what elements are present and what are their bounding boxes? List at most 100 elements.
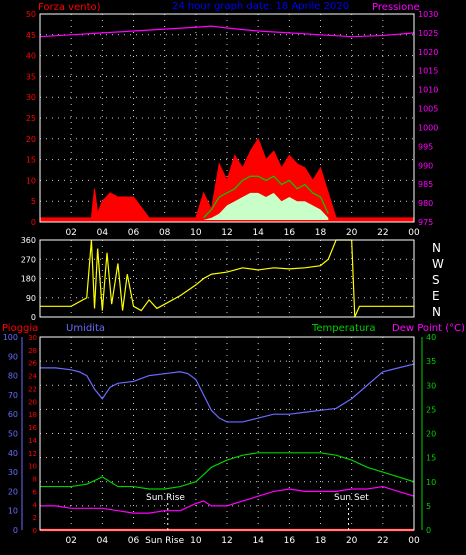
humidity-tick-label: 0 bbox=[13, 526, 18, 535]
bottom-tick-label: 16 bbox=[284, 536, 296, 546]
rain-tick-label: 30 bbox=[28, 334, 37, 342]
wind-tick-label: 20 bbox=[26, 135, 36, 144]
bottom-tick-label: 20 bbox=[346, 536, 358, 546]
rain-tick-label: 14 bbox=[28, 437, 37, 445]
wind-tick-label: 16 bbox=[284, 228, 296, 238]
pressure-tick-label: 990 bbox=[418, 161, 433, 170]
pressure-tick-label: 1025 bbox=[418, 29, 438, 38]
humidity-tick-label: 50 bbox=[8, 430, 18, 439]
rain-tick-label: 6 bbox=[33, 488, 38, 496]
compass-e: E bbox=[432, 289, 440, 303]
wind-tick-label: 04 bbox=[97, 228, 109, 238]
rain-tick-label: 8 bbox=[33, 476, 37, 484]
humidity-tick-label: 40 bbox=[8, 449, 18, 458]
wind-tick-label: 10 bbox=[26, 176, 36, 185]
rain-tick-label: 0 bbox=[33, 527, 37, 535]
dewpoint-line bbox=[40, 485, 415, 514]
rain-tick-label: 16 bbox=[28, 424, 37, 432]
humidity-tick-label: 30 bbox=[8, 468, 18, 477]
temperature-tick-label: 0 bbox=[426, 526, 431, 535]
direction-tick-label: 180 bbox=[21, 275, 36, 284]
pressure-tick-label: 1005 bbox=[418, 105, 438, 114]
pressure-line bbox=[39, 25, 415, 38]
direction-tick-label: 90 bbox=[26, 294, 36, 303]
humidity-tick-label: 20 bbox=[8, 487, 18, 496]
wind-tick-label: 50 bbox=[26, 10, 36, 19]
wind-tick-label: 10 bbox=[190, 228, 202, 238]
bottom-tick-label: 22 bbox=[377, 536, 388, 546]
sunrise-label: Sun Rise bbox=[146, 493, 185, 503]
temperature-tick-label: 25 bbox=[426, 405, 436, 414]
wind-tick-label: 25 bbox=[26, 114, 36, 123]
wind-tick-label: 02 bbox=[65, 228, 76, 238]
rain-tick-label: 28 bbox=[28, 347, 37, 355]
rain-tick-label: 2 bbox=[33, 514, 37, 522]
wind-tick-label: 00 bbox=[408, 228, 420, 238]
wind-tick-label: 14 bbox=[252, 228, 264, 238]
bottom-tick-label: 14 bbox=[252, 536, 264, 546]
humidity-tick-label: 70 bbox=[8, 391, 18, 400]
pressure-tick-label: 995 bbox=[418, 142, 433, 151]
wind-tick-label: 15 bbox=[26, 156, 36, 165]
humidity-tick-label: 90 bbox=[8, 352, 18, 361]
humidity-tick-label: 100 bbox=[3, 333, 18, 342]
chart-title: 24 hour graph date: 18 Aprile 2020 bbox=[172, 1, 349, 12]
wind-tick-label: 35 bbox=[26, 72, 36, 81]
pressure-tick-label: 1010 bbox=[418, 86, 438, 95]
direction-tick-label: 270 bbox=[21, 255, 36, 264]
wind-average-area bbox=[203, 192, 329, 222]
rain-tick-label: 20 bbox=[28, 398, 37, 406]
wind-tick-label: 20 bbox=[346, 228, 358, 238]
rain-tick-label: 4 bbox=[33, 501, 38, 509]
rain-tick-label: 18 bbox=[28, 411, 37, 419]
wind-tick-label: 06 bbox=[128, 228, 140, 238]
rain-tick-label: 26 bbox=[28, 360, 37, 368]
wind-medium-line bbox=[203, 175, 329, 219]
wind-tick-label: 40 bbox=[26, 52, 36, 61]
pressure-tick-label: 1015 bbox=[418, 67, 438, 76]
pressure-tick-label: 1000 bbox=[418, 123, 438, 132]
humidity-axis-title: Umidita bbox=[66, 323, 105, 334]
pressure-tick-label: 1030 bbox=[418, 10, 438, 19]
direction-tick-label: 0 bbox=[31, 313, 36, 322]
humidity-line bbox=[40, 363, 415, 423]
rain-axis-title: Pioggia bbox=[2, 323, 38, 334]
bottom-tick-label: 06 bbox=[128, 536, 140, 546]
bottom-tick-label: 04 bbox=[97, 536, 109, 546]
bottom-tick-label: 18 bbox=[315, 536, 327, 546]
direction-tick-label: 360 bbox=[21, 236, 36, 245]
pressure-axis-title: Pressione bbox=[372, 2, 420, 13]
wind-tick-label: 08 bbox=[159, 228, 171, 238]
rain-tick-label: 12 bbox=[28, 450, 37, 458]
temperature-tick-label: 15 bbox=[426, 454, 436, 463]
direction-panel-frame bbox=[39, 239, 415, 318]
sunset-label: Sun Set bbox=[334, 493, 369, 503]
compass-n-bottom: N bbox=[432, 305, 441, 319]
wind-tick-label: 0 bbox=[31, 218, 36, 227]
wind-tick-label: 12 bbox=[221, 228, 232, 238]
bottom-tick-label: 10 bbox=[190, 536, 202, 546]
wind-tick-label: 45 bbox=[26, 31, 36, 40]
wind-tick-label: 22 bbox=[377, 228, 388, 238]
temperature-tick-label: 5 bbox=[426, 502, 431, 511]
dewpoint-axis-title: Dew Point (°C) bbox=[392, 323, 465, 334]
temperature-tick-label: 35 bbox=[426, 357, 436, 366]
humidity-tick-label: 60 bbox=[8, 410, 18, 419]
direction-line bbox=[40, 239, 414, 318]
temperature-axis-title: Temperatura bbox=[311, 323, 376, 334]
humidity-tick-label: 10 bbox=[8, 507, 18, 516]
humidity-tick-label: 80 bbox=[8, 372, 18, 381]
bottom-tick-label: 00 bbox=[408, 536, 420, 546]
temperature-tick-label: 30 bbox=[426, 381, 436, 390]
temperature-line bbox=[40, 452, 415, 490]
pressure-tick-label: 985 bbox=[418, 180, 433, 189]
pressure-tick-label: 980 bbox=[418, 199, 433, 208]
rain-tick-label: 24 bbox=[28, 373, 37, 381]
compass-n-top: N bbox=[432, 241, 441, 255]
bottom-tick-label: 02 bbox=[65, 536, 76, 546]
wind-panel-frame bbox=[39, 13, 415, 223]
rain-tick-label: 10 bbox=[28, 463, 37, 471]
rain-tick-label: 22 bbox=[28, 385, 37, 393]
pressure-tick-label: 975 bbox=[418, 218, 433, 227]
